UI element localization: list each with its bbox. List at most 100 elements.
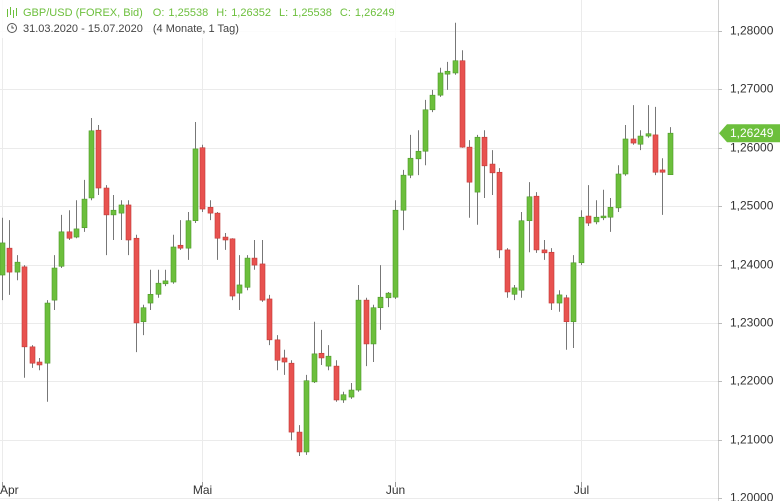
chart-icon	[7, 7, 17, 18]
y-tick-label: 1,24000	[730, 258, 774, 272]
duration: (4 Monate, 1 Tag)	[153, 23, 239, 35]
candle-body	[325, 355, 332, 367]
y-axis: 1,20000 1,21000 1,22000 1,23000 1,24000 1,250…	[718, 24, 780, 501]
candle-body	[593, 216, 600, 223]
y-tick-label: 1,25000	[730, 199, 774, 213]
candle-body	[444, 70, 451, 75]
y-tick-label: 1,22000	[730, 374, 774, 388]
candle-body	[207, 206, 214, 214]
candle-body	[170, 246, 177, 283]
candle-body	[541, 249, 548, 254]
candle-body	[66, 231, 73, 239]
candle-body	[407, 157, 414, 176]
candle-body	[103, 187, 110, 216]
candle-body	[348, 389, 355, 398]
y-tick-label: 1,21000	[730, 433, 774, 447]
x-tick-label: Mai	[193, 483, 212, 497]
candle-body	[340, 394, 347, 401]
candle-body	[318, 352, 325, 359]
candle-body	[118, 204, 125, 214]
ohlc-value: 1,26352	[231, 7, 271, 19]
x-tick-label: Jul	[574, 483, 589, 497]
candle-body	[0, 242, 6, 276]
candle-body	[481, 136, 488, 167]
candle-body	[385, 292, 392, 299]
candle-body	[645, 133, 652, 137]
candle-body	[548, 251, 555, 304]
candle-body	[333, 365, 340, 401]
candle-body	[556, 294, 563, 304]
candles	[0, 22, 674, 457]
candle-body	[73, 228, 80, 238]
candle-body	[377, 296, 384, 309]
ohlc-value: 1,26249	[355, 7, 395, 19]
candle-body	[36, 361, 43, 366]
candle-body	[637, 135, 644, 145]
x-tick-label: Jun	[386, 483, 405, 497]
header: GBP/USD (FOREX, Bid) 31.03.2020 - 15.07.…	[0, 0, 400, 38]
candle-body	[429, 94, 436, 111]
ohlc-key: C:	[340, 7, 351, 19]
candle-body	[600, 215, 607, 219]
candle-body	[185, 220, 192, 249]
candle-body	[88, 130, 95, 199]
candle-body	[452, 60, 459, 74]
y-tick-label: 1,23000	[730, 316, 774, 330]
date-range: 31.03.2020 - 15.07.2020	[23, 23, 143, 35]
candle-body	[236, 284, 243, 294]
candle-body	[615, 173, 622, 209]
candle-body	[274, 339, 281, 361]
candle-body	[110, 209, 117, 216]
x-tick-label: Apr	[0, 483, 19, 497]
y-tick-label: 1,28000	[730, 24, 774, 38]
ohlc-value: 1,25538	[168, 7, 208, 19]
candle-body	[533, 195, 540, 251]
y-tick-label: 1,26000	[730, 141, 774, 155]
candle-body	[311, 353, 318, 383]
y-tick-label: 1,20000	[730, 491, 774, 501]
candle-body	[667, 132, 674, 176]
candle-body	[459, 60, 466, 148]
candle-body	[266, 298, 273, 341]
candle-body	[622, 138, 629, 175]
candle-body	[251, 257, 258, 266]
candle-body	[81, 198, 88, 229]
candle-body	[244, 257, 251, 288]
y-tick-label: 1,27000	[730, 82, 774, 96]
candle-body	[51, 267, 58, 301]
candle-body	[422, 109, 429, 152]
candle-body	[281, 357, 288, 363]
candle-body	[363, 299, 370, 345]
candle-body	[303, 380, 310, 453]
candle-body	[58, 231, 65, 267]
candle-body	[140, 307, 147, 323]
candle-body	[222, 236, 229, 241]
candle-body	[162, 280, 169, 285]
candle-body	[392, 209, 399, 298]
candle-body	[177, 244, 184, 249]
candle-body	[259, 263, 266, 301]
candle-body	[578, 216, 585, 264]
candle-body	[355, 299, 362, 391]
last-price-label: 1,26249	[730, 126, 774, 140]
candle-body	[630, 138, 637, 144]
ohlc-value: 1,25538	[292, 7, 332, 19]
candle-body	[125, 204, 132, 241]
candle-body	[526, 196, 533, 222]
candle-body	[570, 262, 577, 323]
ohlc-key: O:	[153, 7, 165, 19]
candle-body	[21, 266, 28, 348]
candle-body	[214, 212, 221, 239]
candle-body	[370, 307, 377, 345]
candle-body	[474, 136, 481, 193]
candle-body	[147, 293, 154, 304]
candle-body	[415, 150, 422, 160]
candle-body	[659, 169, 666, 173]
candle-body	[607, 206, 614, 218]
candle-body	[400, 174, 407, 211]
candle-body	[229, 238, 236, 297]
candle-body	[288, 362, 295, 433]
candle-body	[652, 134, 659, 173]
candle-body	[489, 163, 496, 174]
